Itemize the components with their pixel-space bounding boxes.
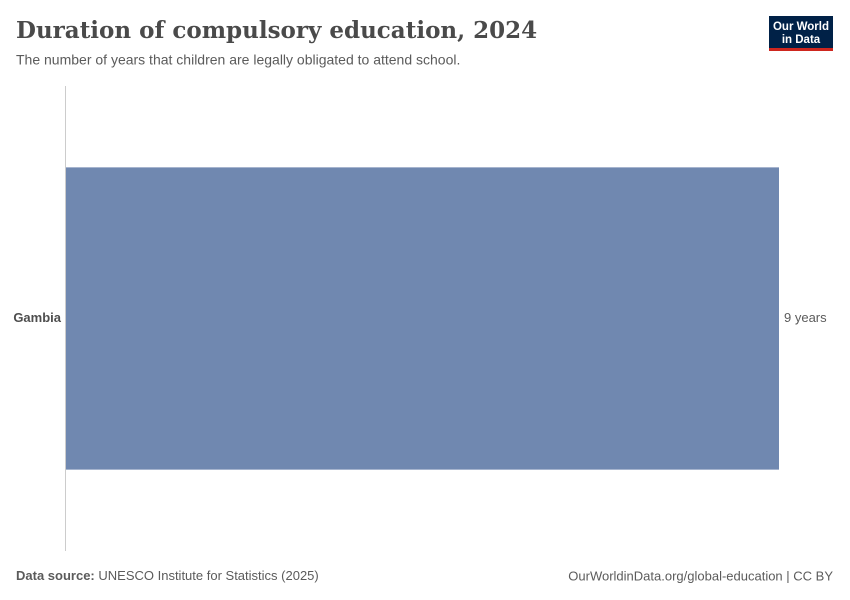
logo[interactable]: Our World in Data <box>769 16 833 51</box>
source-text: UNESCO Institute for Statistics (2025) <box>98 568 318 583</box>
logo-strip <box>769 48 833 51</box>
logo-text: in Data <box>782 34 821 46</box>
logo-box <box>769 16 833 51</box>
category-label: Gambia <box>13 310 61 325</box>
footer-right: OurWorldinData.org/global-education | CC… <box>568 568 833 583</box>
logo-text: Our World <box>773 21 829 33</box>
chart-subtitle: The number of years that children are le… <box>16 52 460 68</box>
value-label: 9 years <box>784 310 827 325</box>
source-label: Data source: <box>16 568 95 583</box>
source: Data source: UNESCO Institute for Statis… <box>16 568 319 583</box>
chart-title: Duration of compulsory education, 2024 <box>16 17 537 44</box>
bar <box>66 167 779 470</box>
